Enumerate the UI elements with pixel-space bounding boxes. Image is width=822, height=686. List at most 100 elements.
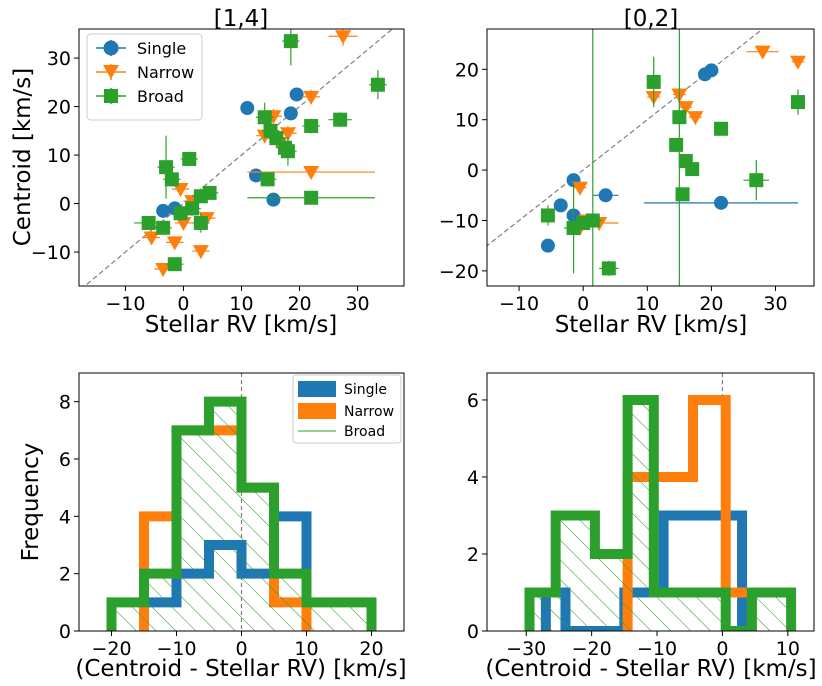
x-axis-label: Stellar RV [km/s] <box>555 312 748 338</box>
point-narrow <box>746 45 779 60</box>
x-axis-label: (Centroid - Stellar RV) [km/s] <box>485 656 816 682</box>
x-tick-label: 0 <box>177 293 189 315</box>
point-narrow <box>171 183 190 198</box>
point-broad <box>685 162 700 177</box>
point-broad <box>672 29 687 286</box>
legend-label-single: Single <box>137 39 186 58</box>
axes-frame <box>486 372 815 632</box>
y-tick-label: 20 <box>47 97 71 119</box>
point-broad <box>302 118 320 134</box>
plot-area <box>524 373 797 631</box>
panel-scatter-1-4: [1,4] −10 0 10 20 30 −10 0 10 20 30 Stellar RV [k… <box>10 6 405 338</box>
x-tick-label: 10 <box>229 293 253 315</box>
point-single <box>289 87 304 102</box>
legend-label-broad: Broad <box>344 424 385 440</box>
y-tick-label: −20 <box>439 261 479 283</box>
point-single <box>283 106 298 121</box>
y-tick-label: 6 <box>59 449 71 471</box>
x-tick-label: 10 <box>776 638 800 660</box>
hist-hatch-broad <box>529 399 792 631</box>
point-broad <box>157 135 175 199</box>
y-tick-label: 4 <box>59 506 71 528</box>
legend-marker-single <box>96 40 126 56</box>
y-tick-label: −10 <box>31 242 71 264</box>
point-broad <box>675 187 690 202</box>
point-broad <box>328 112 352 127</box>
plot-area <box>83 29 394 286</box>
point-broad <box>790 89 805 115</box>
legend: Single Narrow Broad <box>292 374 402 444</box>
y-axis-label: Centroid [km/s] <box>10 68 36 247</box>
y-tick-label: 0 <box>59 621 71 643</box>
point-single <box>704 63 719 78</box>
axis-ticks: −10 0 10 20 30 −10 0 10 20 30 <box>31 48 370 315</box>
point-broad <box>256 102 274 132</box>
point-broad <box>540 205 555 226</box>
point-single <box>592 188 619 203</box>
legend-label-narrow: Narrow <box>137 63 194 82</box>
x-tick-label: −20 <box>91 638 131 660</box>
axes-frame <box>486 28 815 287</box>
point-single <box>156 203 171 218</box>
point-broad <box>583 29 603 286</box>
one-to-one-line <box>487 29 764 247</box>
x-tick-label: 10 <box>635 293 659 315</box>
axis-ticks: −30 −20 −10 0 10 0 2 4 6 <box>467 390 800 660</box>
legend-label-narrow: Narrow <box>344 404 394 420</box>
point-broad <box>166 257 184 272</box>
point-broad <box>714 121 729 136</box>
x-tick-label: 0 <box>235 638 247 660</box>
point-broad <box>743 160 770 201</box>
y-axis-label: Frequency <box>18 443 44 562</box>
y-tick-label: 10 <box>455 110 479 132</box>
x-axis-label: Stellar RV [km/s] <box>145 312 338 338</box>
panel-scatter-0-2: [0,2] −10 0 10 20 30 −20 −10 0 10 20 Stellar RV [… <box>439 6 815 338</box>
y-tick-label: −10 <box>439 210 479 232</box>
legend-marker-narrow <box>96 64 126 80</box>
legend-marker-broad <box>96 88 126 104</box>
x-tick-label: 0 <box>577 293 589 315</box>
point-single <box>644 195 798 210</box>
x-tick-label: 30 <box>345 293 369 315</box>
point-broad <box>154 220 172 235</box>
point-broad <box>183 201 201 216</box>
y-tick-label: 6 <box>467 390 479 412</box>
panel-histogram-1-4: −20 −10 0 10 20 0 2 4 6 8 (Centroid - Stellar RV)… <box>18 372 407 682</box>
y-tick-label: 4 <box>467 467 479 489</box>
x-tick-label: 20 <box>699 293 723 315</box>
x-tick-label: 20 <box>359 638 383 660</box>
x-tick-label: −30 <box>506 638 546 660</box>
plot-area <box>487 29 806 286</box>
point-single <box>553 198 568 213</box>
legend-swatch-single <box>298 381 336 397</box>
point-narrow <box>192 245 210 260</box>
point-single <box>240 101 255 116</box>
point-broad <box>282 29 300 66</box>
y-tick-label: 30 <box>47 48 71 70</box>
hist-step-broad <box>106 396 377 631</box>
point-narrow <box>166 236 184 251</box>
legend-swatch-narrow <box>298 403 336 419</box>
point-broad <box>180 151 198 167</box>
legend: Single Narrow Broad <box>86 33 203 121</box>
x-tick-label: 0 <box>716 638 728 660</box>
x-tick-label: 20 <box>287 293 311 315</box>
point-narrow <box>687 111 704 126</box>
x-tick-label: −10 <box>156 638 196 660</box>
y-tick-label: 2 <box>467 544 479 566</box>
axis-ticks: −20 −10 0 10 20 0 2 4 6 8 <box>59 392 384 660</box>
point-narrow <box>142 231 161 246</box>
point-narrow <box>247 166 375 181</box>
point-broad <box>247 190 375 205</box>
x-tick-label: −10 <box>637 638 677 660</box>
point-narrow <box>302 89 320 105</box>
y-tick-label: 10 <box>47 145 71 167</box>
x-tick-label: 10 <box>294 638 318 660</box>
point-broad <box>669 137 684 152</box>
y-tick-label: 2 <box>59 564 71 586</box>
y-tick-label: 20 <box>455 59 479 81</box>
y-tick-label: 0 <box>467 621 479 643</box>
point-broad <box>279 136 297 166</box>
x-tick-label: −10 <box>499 293 539 315</box>
y-tick-label: 0 <box>467 160 479 182</box>
